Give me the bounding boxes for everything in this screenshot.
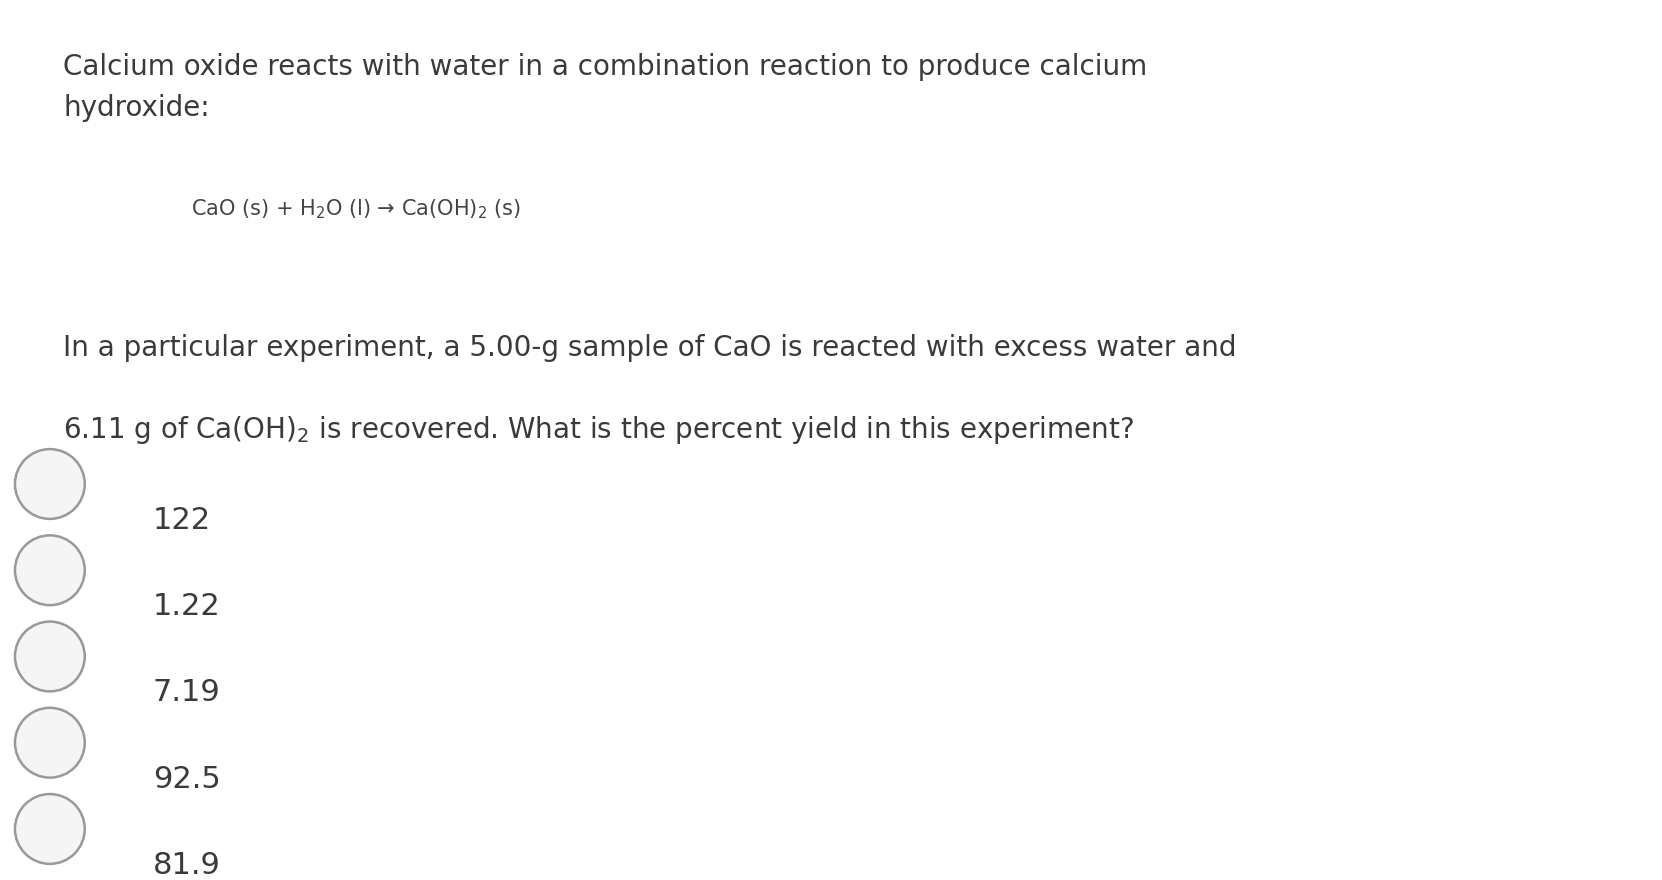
Text: CaO (s) + H$_2$O (l) → Ca(OH)$_2$ (s): CaO (s) + H$_2$O (l) → Ca(OH)$_2$ (s) [191,198,522,221]
Text: 92.5: 92.5 [153,765,221,794]
Ellipse shape [15,449,85,519]
Text: 1.22: 1.22 [153,592,221,621]
Ellipse shape [15,708,85,778]
Text: Calcium oxide reacts with water in a combination reaction to produce calcium
hyd: Calcium oxide reacts with water in a com… [63,53,1147,122]
Ellipse shape [15,535,85,605]
Ellipse shape [15,794,85,864]
Ellipse shape [15,621,85,692]
Text: 6.11 g of Ca(OH)$_2$ is recovered. What is the percent yield in this experiment?: 6.11 g of Ca(OH)$_2$ is recovered. What … [63,414,1133,445]
Text: 122: 122 [153,506,211,535]
Text: 7.19: 7.19 [153,678,221,708]
Text: In a particular experiment, a 5.00-g sample of CaO is reacted with excess water : In a particular experiment, a 5.00-g sam… [63,334,1237,363]
Text: 81.9: 81.9 [153,851,221,880]
